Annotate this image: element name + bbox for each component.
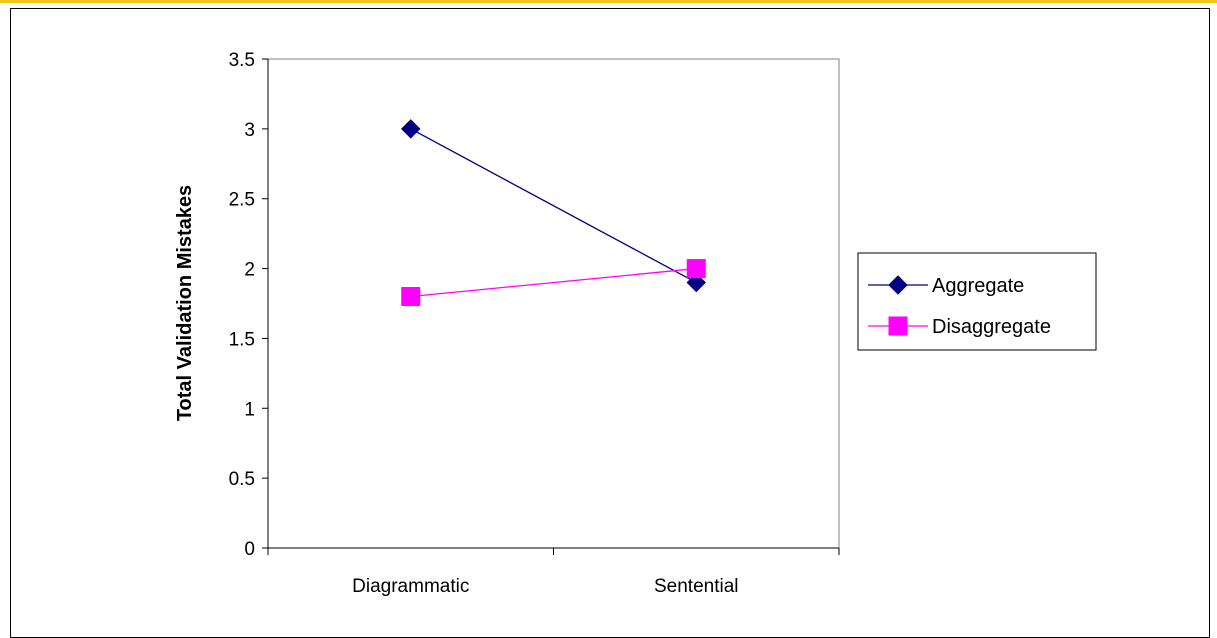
legend-marker-aggregate — [888, 275, 908, 295]
y-tick-label: 1 — [244, 399, 255, 420]
y-tick-label: 2 — [244, 260, 255, 281]
series-line-aggregate — [410, 128, 697, 284]
y-axis-title: Total Validation Mistakes — [174, 185, 196, 421]
data-point-disaggregate — [401, 287, 421, 307]
plot-area — [267, 58, 840, 549]
y-tick-label: 3.5 — [229, 50, 255, 71]
y-tick-label: 3 — [244, 120, 255, 141]
data-point-disaggregate — [686, 259, 706, 279]
axes: 0 0.5 1 1.5 2 2.5 3 3.5 Diagrammatic Sentential — [229, 50, 840, 597]
legend-marker-disaggregate — [888, 316, 908, 336]
data-point-aggregate — [401, 119, 421, 139]
series-layer — [401, 119, 706, 307]
legend-label-aggregate: Aggregate — [932, 275, 1024, 297]
legend: Aggregate Disaggregate — [857, 252, 1097, 351]
legend-label-disaggregate: Disaggregate — [932, 316, 1051, 338]
y-tick-label: 1.5 — [229, 329, 255, 350]
y-tick-label: 0.5 — [229, 469, 255, 490]
x-tick-label: Diagrammatic — [352, 576, 469, 597]
y-tick-label: 0 — [244, 539, 255, 560]
series-line-disaggregate — [410, 267, 697, 298]
x-tick-label: Sentential — [654, 576, 739, 597]
top-accent-rule — [0, 0, 1217, 3]
y-tick-label: 2.5 — [229, 190, 255, 211]
